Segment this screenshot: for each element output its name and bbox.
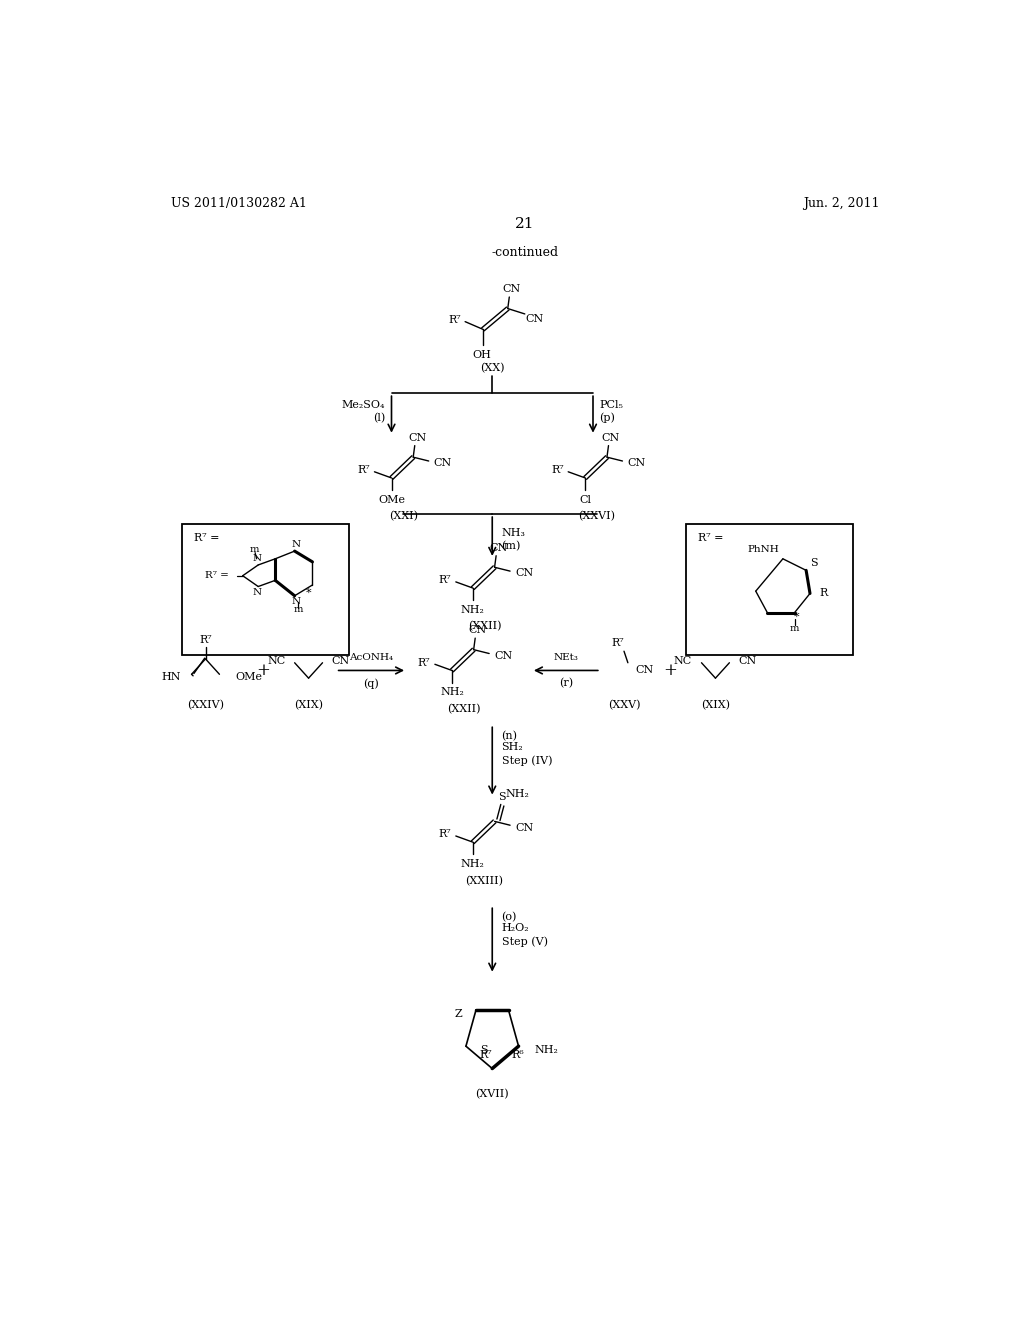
Text: R⁷: R⁷ (551, 465, 563, 475)
Text: +: + (257, 661, 270, 678)
Text: N: N (292, 598, 301, 606)
Text: NH₂: NH₂ (440, 686, 464, 697)
Text: PhNH: PhNH (748, 545, 779, 554)
Text: m: m (294, 605, 303, 614)
Text: AcONH₄: AcONH₄ (349, 653, 393, 661)
Text: (XX): (XX) (480, 363, 505, 374)
Text: R⁷ =: R⁷ = (205, 572, 228, 581)
Text: CN: CN (332, 656, 350, 667)
Text: OH: OH (472, 350, 490, 360)
Text: (XXII): (XXII) (446, 704, 480, 714)
Text: *: * (794, 611, 800, 622)
Bar (686, 524, 853, 655)
Text: NH₂: NH₂ (461, 605, 484, 615)
Text: CN: CN (408, 433, 426, 444)
Text: OMe: OMe (234, 672, 262, 681)
Text: HN: HN (161, 672, 180, 681)
Text: R⁷ =: R⁷ = (194, 533, 219, 543)
Text: R⁷: R⁷ (438, 576, 452, 585)
Text: +: + (664, 661, 678, 678)
Text: CN: CN (628, 458, 645, 469)
Text: CN: CN (468, 626, 486, 635)
Text: US 2011/0130282 A1: US 2011/0130282 A1 (171, 197, 306, 210)
Text: CN: CN (602, 433, 620, 444)
Text: (XIX): (XIX) (294, 700, 324, 710)
Text: R⁷: R⁷ (418, 657, 430, 668)
Text: CN: CN (515, 822, 534, 833)
Text: R⁷ =: R⁷ = (697, 533, 723, 543)
Text: (l): (l) (373, 413, 385, 422)
Text: m: m (250, 545, 259, 554)
Text: (p): (p) (599, 413, 615, 424)
Text: (XVII): (XVII) (475, 1089, 509, 1100)
Bar (182, 524, 349, 655)
Text: CN: CN (433, 458, 452, 469)
Text: CN: CN (525, 314, 544, 323)
Text: NH₂: NH₂ (506, 789, 529, 800)
Text: CN: CN (515, 569, 534, 578)
Text: S: S (810, 557, 817, 568)
Text: R⁷: R⁷ (611, 639, 624, 648)
Text: CN: CN (636, 665, 654, 676)
Text: (o): (o) (502, 912, 517, 921)
Text: (XXI): (XXI) (389, 511, 418, 521)
Text: R⁷: R⁷ (200, 635, 212, 644)
Text: SH₂: SH₂ (502, 742, 523, 752)
Text: CN: CN (503, 284, 521, 294)
Text: R⁷: R⁷ (479, 1049, 493, 1060)
Text: CN: CN (494, 651, 512, 661)
Text: (n): (n) (502, 731, 517, 741)
Text: Z: Z (455, 1008, 462, 1019)
Text: Cl: Cl (580, 495, 591, 504)
Text: (m): (m) (502, 541, 521, 550)
Text: -continued: -continued (492, 246, 558, 259)
Text: NEt₃: NEt₃ (553, 653, 579, 661)
Text: Step (IV): Step (IV) (502, 755, 552, 766)
Text: (XXV): (XXV) (608, 700, 640, 710)
Text: H₂O₂: H₂O₂ (502, 924, 529, 933)
Text: OMe: OMe (378, 495, 406, 504)
Text: R⁷: R⁷ (449, 315, 461, 325)
Text: *: * (306, 587, 311, 598)
Text: Me₂SO₄: Me₂SO₄ (342, 400, 385, 409)
Text: R: R (819, 589, 827, 598)
Text: R⁶: R⁶ (512, 1049, 524, 1060)
Text: Jun. 2, 2011: Jun. 2, 2011 (803, 197, 880, 210)
Text: CN: CN (738, 656, 757, 667)
Text: R⁷: R⁷ (438, 829, 452, 840)
Text: NH₂: NH₂ (461, 859, 484, 869)
Text: CN: CN (489, 543, 508, 553)
Text: 21: 21 (515, 216, 535, 231)
Text: NC: NC (674, 656, 692, 667)
Text: (q): (q) (364, 678, 379, 689)
Text: PCl₅: PCl₅ (599, 400, 623, 409)
Text: (XXIV): (XXIV) (187, 700, 224, 710)
Text: S: S (499, 792, 506, 801)
Text: (XIX): (XIX) (701, 700, 730, 710)
Text: (XXIII): (XXIII) (466, 875, 504, 886)
Text: N: N (252, 554, 261, 564)
Text: (XXII): (XXII) (468, 622, 502, 632)
Text: (r): (r) (559, 678, 573, 689)
Text: (XXVI): (XXVI) (579, 511, 615, 521)
Text: Step (V): Step (V) (502, 936, 548, 946)
Text: m: m (790, 623, 799, 632)
Text: N: N (252, 589, 261, 597)
Text: NH₃: NH₃ (502, 528, 525, 537)
Text: NH₂: NH₂ (535, 1045, 558, 1055)
Text: N: N (292, 540, 301, 549)
Text: NC: NC (267, 656, 286, 667)
Text: R⁷: R⁷ (357, 465, 370, 475)
Text: S: S (480, 1045, 487, 1055)
